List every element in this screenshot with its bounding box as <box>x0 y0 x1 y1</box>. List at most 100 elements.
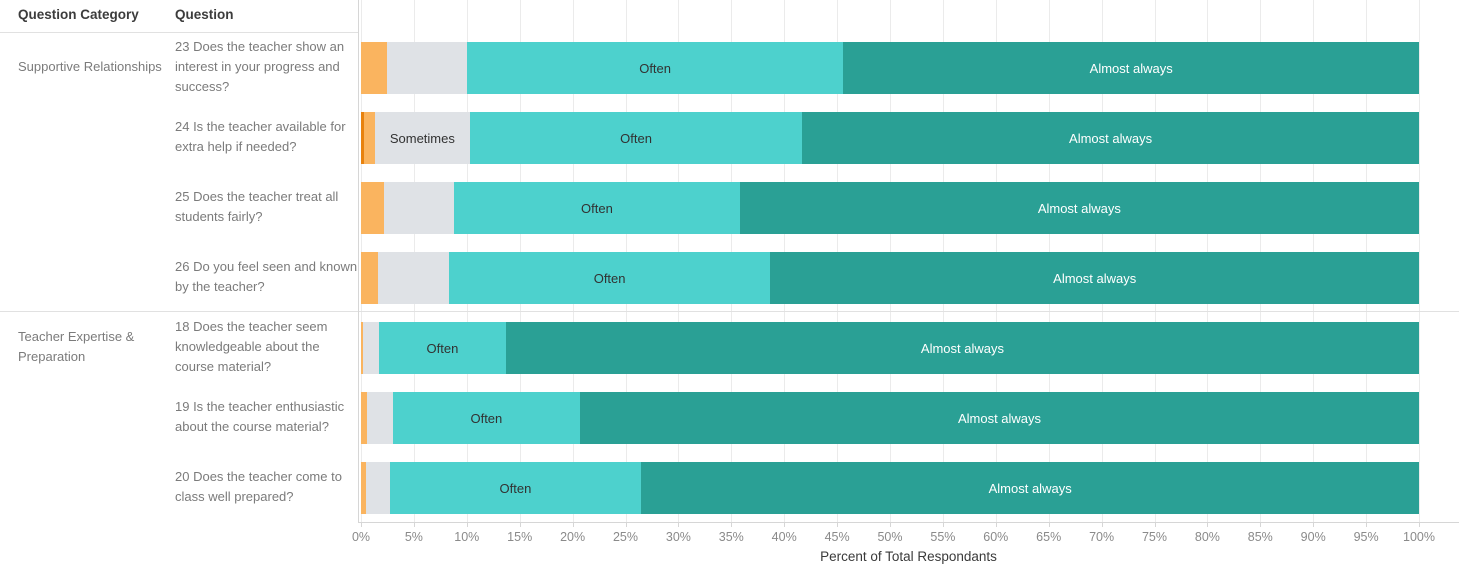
bar-segment[interactable] <box>377 252 449 304</box>
segment-label: Almost always <box>1069 130 1153 146</box>
axis-tick-label: 95% <box>1353 530 1379 544</box>
axis-tick <box>361 522 362 527</box>
segment-label: Sometimes <box>389 130 455 146</box>
axis-tick <box>572 522 574 527</box>
stacked-bar: Often Almost always <box>361 322 1419 374</box>
axis-tick-label: 50% <box>877 530 903 544</box>
axis-tick-label: 80% <box>1194 530 1220 544</box>
gridline <box>1419 0 1420 522</box>
bar-segment[interactable] <box>387 42 467 94</box>
bar-segment[interactable]: Almost always <box>641 462 1419 514</box>
bar-segment[interactable] <box>367 392 393 444</box>
axis-tick-label: 30% <box>665 530 691 544</box>
axis-tick-label: 20% <box>560 530 586 544</box>
bar-segment[interactable]: Almost always <box>739 182 1419 234</box>
question-label: 25 Does the teacher treat all students f… <box>175 189 339 224</box>
segment-label: Often <box>620 130 652 146</box>
axis-tick <box>625 522 627 527</box>
question-label: 26 Do you feel seen and known by the tea… <box>175 258 358 294</box>
axis-tick-label: 35% <box>718 530 744 544</box>
axis-tick-label: 0% <box>351 530 371 544</box>
axis-tick <box>1366 522 1368 527</box>
stacked-bar: Often Almost always <box>361 462 1419 514</box>
axis-tick-label: 60% <box>983 530 1009 544</box>
bar-segment[interactable]: Often <box>448 252 771 304</box>
stacked-bar: Often Almost always <box>361 42 1419 94</box>
axis-tick <box>678 522 680 527</box>
segment-label: Often <box>581 200 613 216</box>
axis-tick <box>731 522 733 527</box>
segment-label: Almost always <box>988 480 1072 496</box>
bar-segment[interactable] <box>363 322 379 374</box>
axis-tick <box>519 522 521 527</box>
bar-segment[interactable]: Almost always <box>843 42 1419 94</box>
bar-segment[interactable] <box>384 182 455 234</box>
bar-segment[interactable]: Almost always <box>770 252 1419 304</box>
axis-tick-label: 45% <box>824 530 850 544</box>
bar-segment[interactable] <box>361 462 367 514</box>
x-axis-line <box>358 522 1459 523</box>
bar-segment[interactable]: Almost always <box>802 112 1419 164</box>
question-label: 18 Does the teacher seem knowledgeable a… <box>175 319 328 374</box>
column-headers: Question Category Question <box>0 0 359 33</box>
axis-tick-label: 75% <box>1141 530 1168 544</box>
segment-label: Often <box>499 480 532 496</box>
bar-segment[interactable] <box>361 182 385 234</box>
bar-segment[interactable]: Often <box>454 182 740 234</box>
axis-tick <box>1260 522 1262 527</box>
category-label <box>18 382 168 452</box>
axis-tick-label: 85% <box>1247 530 1273 544</box>
bar-segment[interactable]: Often <box>389 462 642 514</box>
bar-segment[interactable] <box>361 322 364 374</box>
bar-segment[interactable] <box>361 392 368 444</box>
axis-tick-label: 15% <box>507 530 533 544</box>
axis-tick <box>1101 522 1103 527</box>
bar-segment[interactable]: Often <box>378 322 506 374</box>
table-row: Teacher Expertise & Preparation 18 Does … <box>0 312 1459 382</box>
header-plot-divider <box>358 0 359 522</box>
segment-label: Almost always <box>1053 270 1137 286</box>
bar-segment[interactable] <box>364 112 375 164</box>
table-row: 20 Does the teacher come to class well p… <box>0 452 1459 522</box>
axis-tick <box>1419 522 1420 527</box>
axis-tick <box>995 522 997 527</box>
axis-tick-label: 65% <box>1036 530 1062 544</box>
axis-tick-label: 55% <box>930 530 956 544</box>
stacked-bar: Often Almost always <box>361 182 1419 234</box>
table-row: Supportive Relationships 23 Does the tea… <box>0 32 1459 102</box>
axis-tick <box>413 522 415 527</box>
bar-segment[interactable]: Sometimes <box>374 112 470 164</box>
axis-tick-label: 40% <box>771 530 797 544</box>
axis-tick <box>784 522 786 527</box>
table-row: 19 Is the teacher enthusiastic about the… <box>0 382 1459 452</box>
question-category-header: Question Category <box>18 7 139 22</box>
axis-tick-label: 10% <box>454 530 480 544</box>
question-label: 20 Does the teacher come to class well p… <box>175 469 342 504</box>
bar-segment[interactable]: Often <box>466 42 844 94</box>
question-label: 23 Does the teacher show an interest in … <box>175 39 345 94</box>
bar-segment[interactable]: Often <box>392 392 580 444</box>
axis-tick <box>1207 522 1209 527</box>
bar-segment[interactable]: Almost always <box>505 322 1419 374</box>
bar-segment[interactable] <box>361 112 365 164</box>
segment-label: Almost always <box>920 340 1004 356</box>
axis-tick-label: 100% <box>1403 530 1435 544</box>
stacked-bar: Sometimes Often Almost always <box>361 112 1419 164</box>
bar-segment[interactable]: Almost always <box>580 392 1419 444</box>
category-label: Supportive Relationships <box>18 59 162 74</box>
segment-label: Almost always <box>1089 60 1173 76</box>
segment-label: Often <box>426 340 459 356</box>
category-label <box>18 172 168 242</box>
bar-segment[interactable] <box>361 42 388 94</box>
bar-segment[interactable] <box>366 462 390 514</box>
bar-segment[interactable]: Often <box>469 112 803 164</box>
axis-tick-label: 70% <box>1089 530 1115 544</box>
stacked-bar: Often Almost always <box>361 252 1419 304</box>
axis-tick-label: 90% <box>1300 530 1326 544</box>
axis-tick <box>1313 522 1315 527</box>
chart-rows: Supportive Relationships 23 Does the tea… <box>0 32 1459 522</box>
question-header: Question <box>175 7 234 22</box>
axis-tick-label: 25% <box>612 530 639 544</box>
bar-segment[interactable] <box>361 252 378 304</box>
